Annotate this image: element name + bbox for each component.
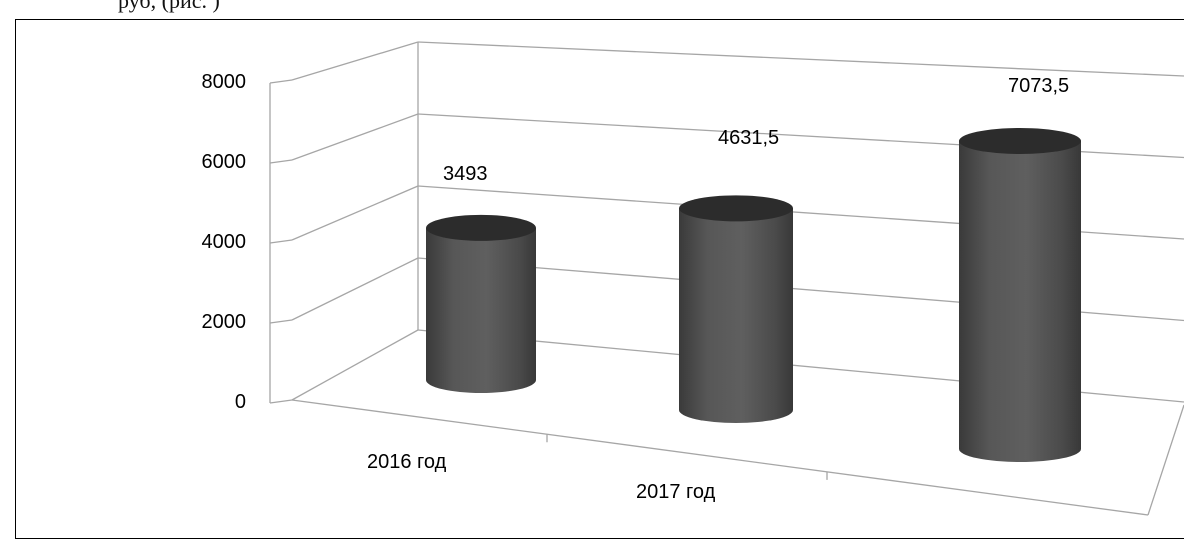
bar-body: [679, 208, 793, 423]
gridline-side: [291, 329, 419, 401]
gridline-tick: [269, 79, 293, 84]
y-tick-label: 6000: [202, 151, 247, 173]
labels: 0 2000 4000 6000 8000 3493 4631,5 7073,5 2016 го…: [202, 71, 1070, 503]
bar-cylinder: [426, 214, 536, 393]
bar-cylinder: [959, 128, 1081, 462]
bar-body: [426, 227, 536, 393]
bar-body: [959, 141, 1081, 462]
gridline-tick: [269, 399, 293, 404]
gridline-side: [291, 41, 419, 81]
bar-top: [426, 214, 536, 241]
bar-top: [679, 195, 793, 222]
gridline-back: [417, 41, 1184, 77]
y-tick-label: 2000: [202, 311, 247, 333]
data-label: 3493: [443, 163, 488, 185]
gridline-tick: [269, 319, 293, 324]
gridline-side: [291, 185, 419, 241]
y-tick-label: 4000: [202, 231, 247, 253]
gridline-tick: [269, 159, 293, 164]
category-label: 2017 год: [636, 481, 716, 503]
gridline-side: [291, 113, 419, 161]
bar-top: [959, 128, 1081, 154]
bar-cylinder: [679, 195, 793, 423]
data-label: 4631,5: [718, 127, 779, 149]
gridline-side: [291, 257, 419, 321]
cylinder-bar-chart: 0 2000 4000 6000 8000 3493 4631,5 7073,5 2016 го…: [202, 41, 1184, 516]
y-tick-label: 0: [235, 391, 246, 413]
y-tick-label: 8000: [202, 71, 247, 93]
bars: [426, 128, 1081, 462]
data-label: 7073,5: [1008, 75, 1069, 97]
floor-front-edge: [291, 399, 1149, 516]
floor-right-edge: [1147, 404, 1184, 516]
axes: [269, 42, 1184, 516]
gridline-tick: [269, 239, 293, 244]
clipped-heading-text: руб, (рис. ): [118, 0, 220, 13]
category-label: 2016 год: [367, 451, 447, 473]
